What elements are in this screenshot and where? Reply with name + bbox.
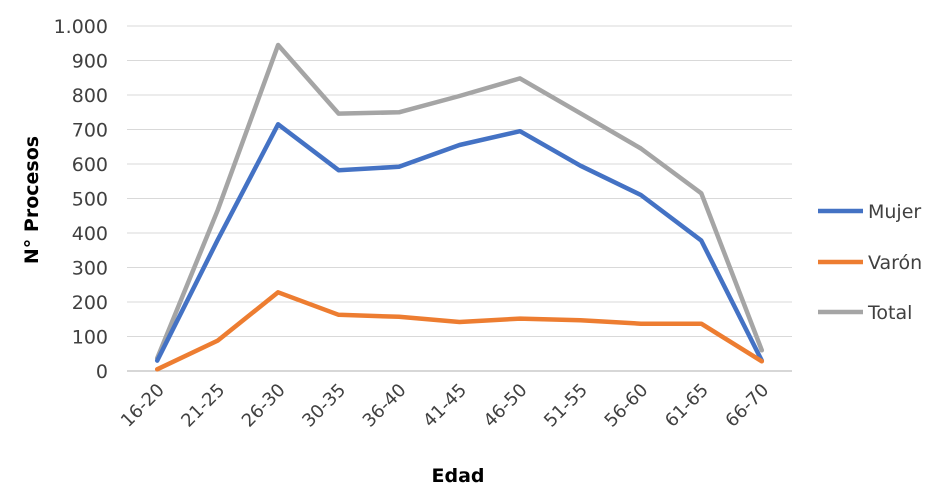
x-tick-labels: 16-20 21-25 26-30 30-35 36-40 41-45 46-50 51-55… — [117, 380, 773, 432]
y-tick-label: 700 — [72, 120, 108, 142]
x-tick-label: 36-40 — [359, 380, 411, 432]
y-tick-label: 800 — [72, 85, 108, 107]
y-tick-label: 500 — [72, 189, 108, 211]
x-tick-label: 16-20 — [117, 380, 169, 432]
x-tick-label: 61-65 — [661, 380, 713, 432]
y-tick-label: 1.000 — [54, 16, 108, 38]
x-tick-label: 51-55 — [540, 380, 592, 432]
series-line-mujer — [154, 122, 765, 363]
gridlines — [127, 25, 792, 337]
x-tick-label: 66-70 — [721, 380, 773, 432]
series-line-total — [154, 42, 765, 361]
x-axis-title: Edad — [431, 465, 484, 486]
y-tick-label: 300 — [72, 258, 108, 280]
legend-label: Mujer — [868, 201, 921, 223]
y-tick-label: 200 — [72, 292, 108, 314]
series-lines — [154, 42, 765, 372]
y-tick-label: 100 — [72, 327, 108, 349]
y-tick-label: 400 — [72, 223, 108, 245]
y-tick-labels: 0 100 200 300 400 500 600 700 800 900 1.000 — [54, 16, 108, 383]
y-tick-label: 900 — [72, 51, 108, 73]
x-tick-label: 30-35 — [298, 380, 350, 432]
x-tick-label: 41-45 — [419, 380, 471, 432]
x-tick-label: 46-50 — [480, 380, 532, 432]
y-tick-label: 0 — [96, 361, 108, 383]
series-line-varón — [154, 290, 765, 372]
legend-label: Total — [867, 302, 912, 324]
x-tick-label: 21-25 — [177, 380, 229, 432]
x-tick-label: 56-60 — [601, 380, 653, 432]
legend: Mujer Varón Total — [818, 201, 922, 324]
y-tick-label: 600 — [72, 154, 108, 176]
legend-label: Varón — [868, 252, 922, 274]
x-tick-label: 26-30 — [238, 380, 290, 432]
y-axis-title: N° Procesos — [21, 136, 43, 264]
